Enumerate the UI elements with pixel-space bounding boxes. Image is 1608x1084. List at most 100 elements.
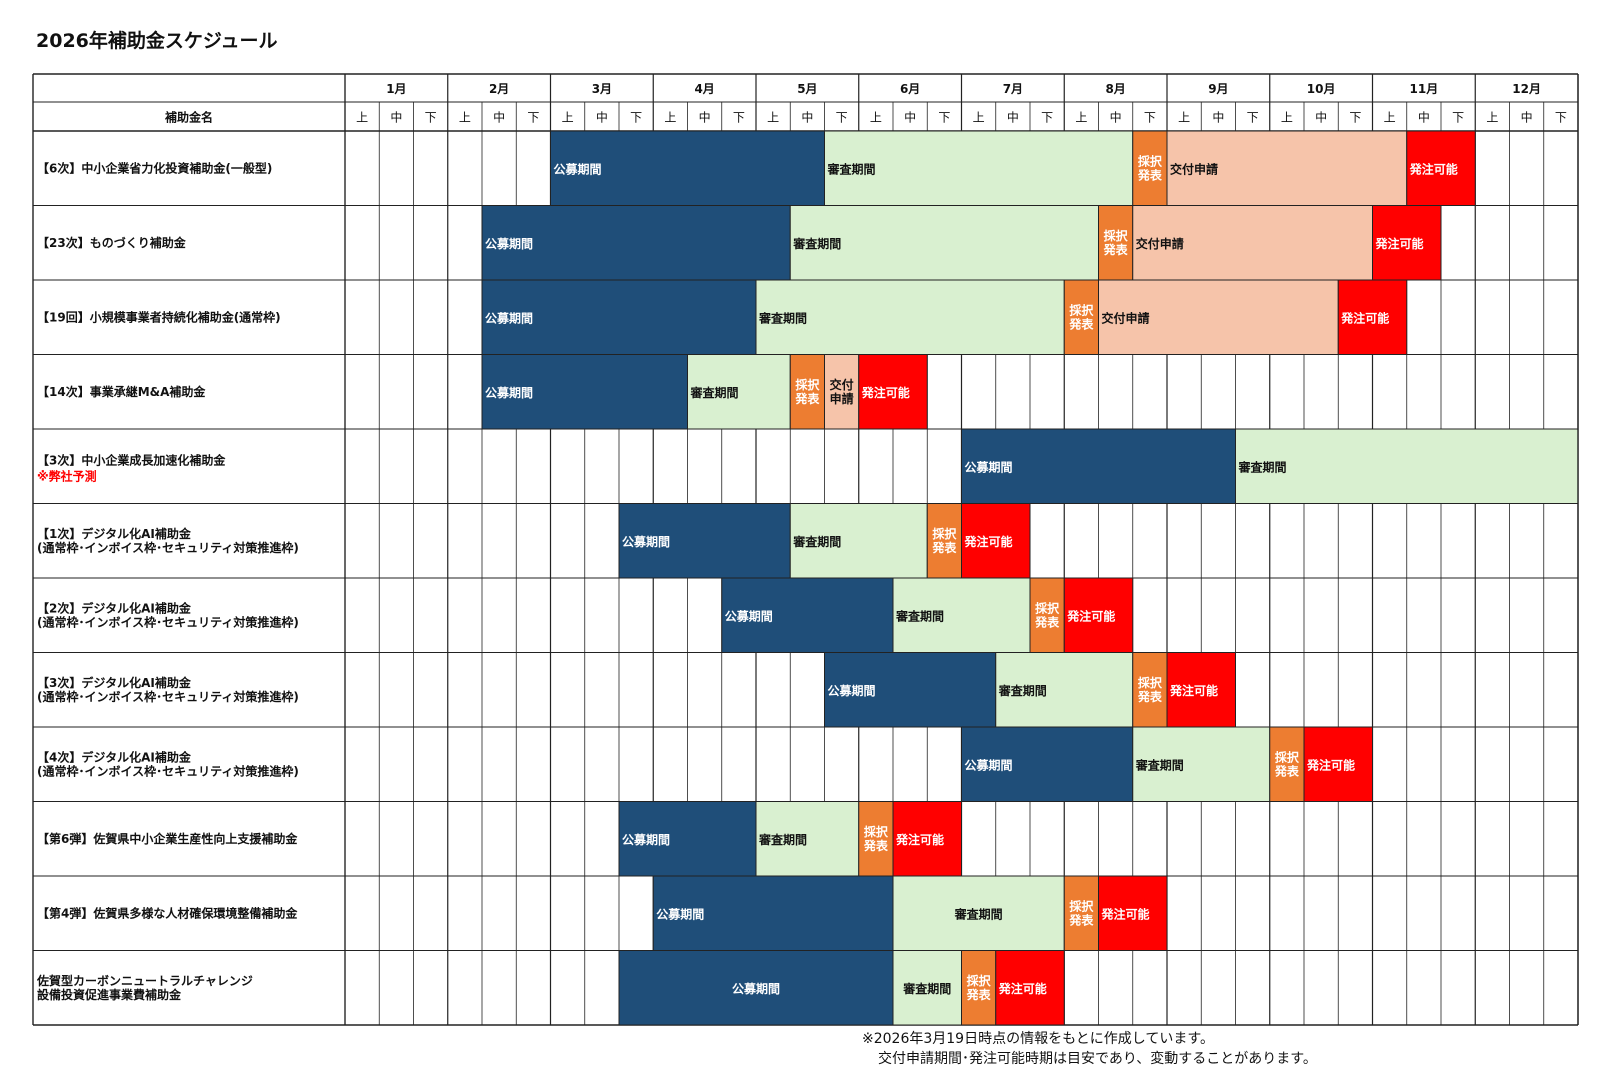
segment-label-koubo: 公募期間 bbox=[965, 757, 1013, 772]
segment-label-koubo: 公募期間 bbox=[554, 161, 602, 176]
subperiod-label: 下 bbox=[425, 111, 437, 125]
segment-label-shinsa: 審査期間 bbox=[792, 534, 841, 549]
segment-shinsa bbox=[892, 950, 962, 1026]
month-label: 10月 bbox=[1307, 82, 1336, 96]
subperiod-label: 下 bbox=[1452, 111, 1464, 125]
subperiod-label: 上 bbox=[767, 111, 779, 125]
subperiod-label: 中 bbox=[1418, 110, 1430, 125]
segment-label-koufu: 交付申請 bbox=[830, 377, 854, 406]
subsidy-name: 【3次】デジタル化AI補助金(通常枠･インボイス枠･セキュリティ対策推進枠) bbox=[37, 675, 299, 704]
month-label: 2月 bbox=[489, 82, 509, 96]
segment-label-saitaku-line: 採択 bbox=[1069, 898, 1094, 913]
segment-koufu bbox=[1132, 205, 1373, 281]
subsidy-name-line: 設備投資促進事業費補助金 bbox=[37, 987, 182, 1002]
segment-koubo bbox=[824, 652, 997, 728]
segment-label-saitaku-line: 採択 bbox=[1069, 302, 1094, 317]
segment-label-hatchu: 発注可能 bbox=[1066, 608, 1115, 623]
segment-shinsa bbox=[789, 205, 1099, 281]
segment-saitaku bbox=[858, 801, 894, 877]
segment-koufu bbox=[824, 354, 860, 430]
segment-label-shinsa: 審査期間 bbox=[895, 608, 944, 623]
segment-hatchu bbox=[1406, 130, 1476, 206]
segment-label-hatchu: 発注可能 bbox=[1375, 236, 1424, 251]
segment-saitaku bbox=[961, 950, 997, 1026]
subperiod-label: 上 bbox=[459, 111, 471, 125]
segment-label-saitaku-line: 発表 bbox=[1103, 242, 1129, 257]
subperiod-label: 中 bbox=[904, 110, 916, 125]
segment-saitaku bbox=[1063, 875, 1099, 951]
subperiod-label: 下 bbox=[527, 111, 539, 125]
subperiod-label: 上 bbox=[1075, 111, 1087, 125]
segment-saitaku bbox=[1063, 279, 1099, 355]
segment-shinsa bbox=[892, 577, 1031, 653]
segment-label-shinsa: 審査期間 bbox=[758, 832, 807, 847]
subperiod-label: 上 bbox=[562, 111, 574, 125]
subperiod-label: 下 bbox=[1555, 111, 1567, 125]
month-label: 1月 bbox=[386, 82, 406, 96]
subperiod-label: 下 bbox=[630, 111, 642, 125]
month-label: 12月 bbox=[1512, 82, 1541, 96]
subperiod-label: 下 bbox=[733, 111, 745, 125]
segment-koubo bbox=[550, 130, 825, 206]
subperiod-label: 下 bbox=[836, 111, 848, 125]
subsidy-name-line: 【23次】ものづくり補助金 bbox=[37, 235, 187, 250]
footnote-line2: 交付申請期間･発注可能時期は目安であり、変動することがあります。 bbox=[878, 1051, 1317, 1067]
subperiod-label: 上 bbox=[1178, 111, 1190, 125]
month-label: 8月 bbox=[1105, 82, 1125, 96]
segment-koubo bbox=[961, 428, 1236, 504]
segment-label-hatchu: 発注可能 bbox=[861, 385, 910, 400]
subsidy-name-line: 【14次】事業承継M&A補助金 bbox=[37, 384, 206, 399]
segment-label-koufu-line: 交付 bbox=[830, 377, 854, 392]
segment-label-saitaku-line: 採択 bbox=[967, 973, 992, 988]
segment-label-shinsa: 審査期間 bbox=[954, 906, 1003, 921]
segment-label-hatchu: 発注可能 bbox=[1169, 683, 1218, 698]
subsidy-name: 【第6弾】佐賀県中小企業生産性向上支援補助金 bbox=[37, 831, 298, 846]
segment-label-shinsa: 審査期間 bbox=[998, 683, 1047, 698]
segment-label-shinsa: 審査期間 bbox=[758, 310, 807, 325]
segment-label-saitaku-line: 採択 bbox=[1138, 675, 1163, 690]
segment-label-saitaku-line: 採択 bbox=[1035, 600, 1060, 615]
segment-label-hatchu: 発注可能 bbox=[895, 832, 944, 847]
subperiod-label: 中 bbox=[1212, 110, 1224, 125]
subperiod-label: 下 bbox=[1041, 111, 1053, 125]
subsidy-name: 【1次】デジタル化AI補助金(通常枠･インボイス枠･セキュリティ対策推進枠) bbox=[37, 526, 299, 555]
month-label: 3月 bbox=[592, 82, 612, 96]
segment-label-saitaku-line: 採択 bbox=[795, 377, 820, 392]
segment-label-koubo: 公募期間 bbox=[622, 534, 670, 549]
month-label: 5月 bbox=[797, 82, 817, 96]
segment-label-saitaku-line: 発表 bbox=[1137, 689, 1163, 704]
subsidy-name: 【3次】中小企業成長加速化補助金 bbox=[37, 452, 226, 467]
subsidy-name-line: (通常枠･インボイス枠･セキュリティ対策推進枠) bbox=[37, 614, 299, 629]
segment-label-hatchu: 発注可能 bbox=[1340, 310, 1389, 325]
segment-label-koubo: 公募期間 bbox=[485, 310, 533, 325]
segment-label-koubo: 公募期間 bbox=[622, 832, 670, 847]
segment-label-hatchu: 発注可能 bbox=[1306, 757, 1355, 772]
month-label: 6月 bbox=[900, 82, 920, 96]
month-label: 4月 bbox=[694, 82, 714, 96]
segment-label-saitaku-line: 発表 bbox=[1274, 763, 1300, 778]
subsidy-name: 【23次】ものづくり補助金 bbox=[37, 235, 187, 250]
segment-label-saitaku-line: 採択 bbox=[864, 824, 889, 839]
segment-shinsa bbox=[755, 279, 1065, 355]
segment-koubo bbox=[481, 205, 791, 281]
subperiod-label: 中 bbox=[1521, 110, 1533, 125]
segment-label-hatchu: 発注可能 bbox=[998, 981, 1047, 996]
subperiod-label: 中 bbox=[493, 110, 505, 125]
segment-koubo bbox=[618, 950, 894, 1026]
segment-label-koubo: 公募期間 bbox=[485, 236, 533, 251]
segment-label-shinsa: 審査期間 bbox=[902, 981, 951, 996]
subsidy-name-line: 【6次】中小企業省力化投資補助金(一般型) bbox=[37, 160, 272, 175]
segment-label-hatchu: 発注可能 bbox=[1101, 906, 1150, 921]
segment-label-koufu: 交付申請 bbox=[1136, 236, 1184, 251]
segment-label-koufu: 交付申請 bbox=[1170, 161, 1218, 176]
segment-label-saitaku-line: 発表 bbox=[931, 540, 957, 555]
subsidy-name-line: 【2次】デジタル化AI補助金 bbox=[37, 600, 192, 615]
